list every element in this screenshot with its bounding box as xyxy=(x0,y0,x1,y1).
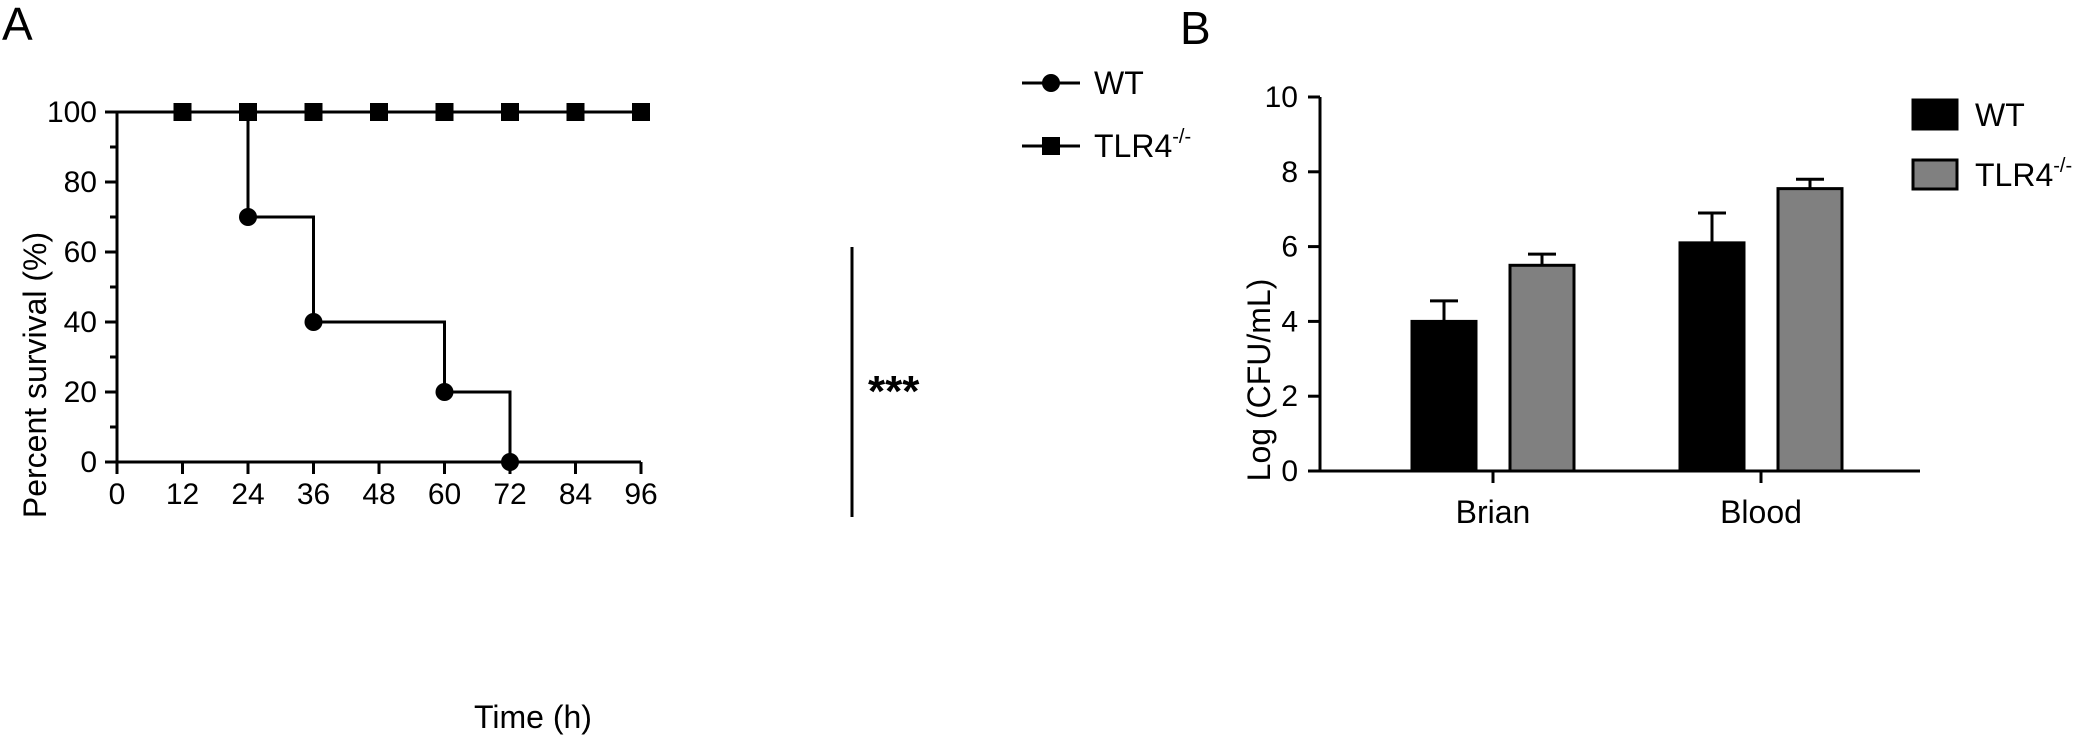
survival-x-tick-label: 24 xyxy=(231,478,264,511)
survival-point-wt xyxy=(239,208,257,226)
cfu-y-tick-label: 0 xyxy=(1281,455,1298,488)
survival-x-tick-label: 36 xyxy=(297,478,330,511)
cfu-y-tick-label: 4 xyxy=(1281,305,1298,338)
legend-tlr4-label: TLR4-/- xyxy=(1094,126,1191,164)
panel-a-label: A xyxy=(2,0,33,50)
legend-b-tlr4-label-sup: -/- xyxy=(2053,155,2072,177)
survival-y-tick-label: 60 xyxy=(64,236,97,269)
cfu-y-tick-label: 10 xyxy=(1265,81,1298,114)
survival-point-tlr4 xyxy=(304,103,323,121)
survival-axes xyxy=(115,112,641,464)
legend-b-item-tlr4: TLR4-/- xyxy=(1911,155,2072,193)
survival-y-axis-title: Percent survival (%) xyxy=(17,232,53,518)
survival-point-tlr4 xyxy=(435,103,454,121)
survival-point-tlr4 xyxy=(239,103,257,121)
legend-wt-marker xyxy=(1042,74,1060,92)
legend-tlr4-label-base: TLR4 xyxy=(1094,128,1172,164)
legend-wt-label: WT xyxy=(1094,65,1144,101)
legend-b-item-wt: WT xyxy=(1911,97,2025,133)
cfu-bar-tlr4 xyxy=(1776,187,1844,473)
cfu-bar-tlr4 xyxy=(1508,263,1576,473)
survival-legend: WT TLR4-/- xyxy=(1022,65,1191,164)
cfu-x-tick-label: Brian xyxy=(1456,494,1531,530)
legend-item-tlr4: TLR4-/- xyxy=(1022,126,1191,164)
panel-b-label: B xyxy=(1180,2,1211,54)
legend-tlr4-label-sup: -/- xyxy=(1172,126,1191,148)
legend-b-tlr4-label: TLR4-/- xyxy=(1975,155,2072,193)
survival-x-tick-label: 72 xyxy=(493,478,526,511)
survival-point-wt xyxy=(304,313,323,331)
cfu-x-tick-label: Blood xyxy=(1720,494,1802,530)
legend-b-wt-label: WT xyxy=(1975,97,2025,133)
survival-point-tlr4 xyxy=(566,103,585,121)
cfu-y-axis-title: Log (CFU/mL) xyxy=(1241,279,1277,482)
legend-b-tlr4-swatch xyxy=(1911,158,1959,191)
survival-point-tlr4 xyxy=(370,103,388,121)
survival-x-tick-label: 0 xyxy=(109,478,126,511)
survival-x-ticks: 0 12 24 36 48 60 72 84 96 xyxy=(109,462,658,511)
legend-item-wt: WT xyxy=(1022,65,1144,101)
survival-x-tick-label: 48 xyxy=(362,478,395,511)
survival-x-tick-label: 84 xyxy=(559,478,592,511)
survival-y-tick-label: 0 xyxy=(80,446,97,479)
legend-tlr4-marker xyxy=(1042,137,1060,155)
cfu-bar-chart: 0 2 4 6 8 10 Brian Blood Log (CFU/mL) WT TLR4-… xyxy=(1241,81,2072,530)
survival-point-tlr4 xyxy=(173,103,192,121)
survival-point-wt xyxy=(501,453,519,471)
survival-y-tick-label: 40 xyxy=(64,306,97,339)
survival-x-axis-title: Time (h) xyxy=(474,699,592,735)
survival-y-ticks: 0 20 40 60 80 100 xyxy=(47,96,117,479)
cfu-bars xyxy=(1410,177,1844,473)
survival-line-wt xyxy=(117,110,512,462)
cfu-bar-wt xyxy=(1410,319,1478,473)
cfu-legend: WT TLR4-/- xyxy=(1911,97,2072,193)
legend-b-tlr4-label-base: TLR4 xyxy=(1975,157,2053,193)
survival-y-tick-label: 100 xyxy=(47,96,97,129)
cfu-y-tick-label: 6 xyxy=(1281,231,1298,264)
survival-x-tick-label: 12 xyxy=(166,478,199,511)
significance-stars: *** xyxy=(868,367,920,416)
survival-point-tlr4 xyxy=(632,103,650,121)
survival-point-wt xyxy=(435,383,454,401)
survival-x-tick-label: 60 xyxy=(428,478,461,511)
cfu-y-tick-label: 8 xyxy=(1281,156,1298,189)
cfu-y-tick-label: 2 xyxy=(1281,380,1298,413)
survival-point-tlr4 xyxy=(501,103,519,121)
legend-b-wt-swatch xyxy=(1911,98,1959,131)
survival-y-tick-label: 80 xyxy=(64,166,97,199)
cfu-x-ticks: Brian Blood xyxy=(1456,471,1802,530)
cfu-y-ticks: 0 2 4 6 8 10 xyxy=(1265,81,1320,488)
survival-x-tick-label: 96 xyxy=(624,478,657,511)
survival-y-tick-label: 20 xyxy=(64,376,97,409)
cfu-bar-wt xyxy=(1678,241,1746,473)
survival-series xyxy=(117,103,650,471)
